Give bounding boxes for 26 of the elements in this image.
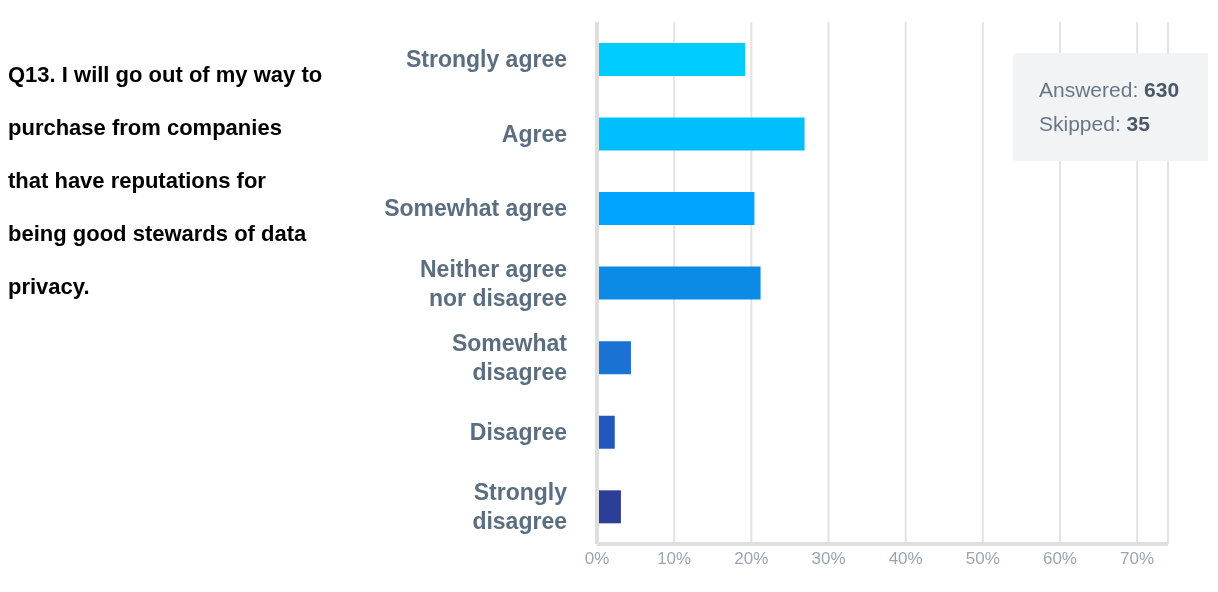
y-tick-label: Strongly agree (405, 46, 567, 73)
y-tick-label: Somewhat agree (384, 195, 567, 222)
y-tick-label: Neither agree nor disagree (419, 255, 567, 311)
y-tick-label: Agree (501, 120, 567, 147)
bar (597, 341, 631, 375)
bar (597, 490, 621, 524)
x-tick-label: 30% (811, 549, 846, 569)
bar (597, 42, 746, 76)
annotation: Answered: 630 (1039, 77, 1181, 103)
x-tick-label: 60% (1042, 549, 1077, 569)
x-tick-label: 40% (888, 549, 923, 569)
x-tick-label: 10% (657, 549, 692, 569)
bar (597, 266, 761, 300)
x-tick-label: 70% (1120, 549, 1155, 569)
x-tick-label: 20% (734, 549, 769, 569)
annotation: Skipped: 35 (1039, 111, 1151, 137)
bar (597, 117, 805, 151)
bar (597, 415, 615, 449)
y-tick-label: Disagree (469, 419, 567, 446)
bar (597, 192, 755, 226)
y-tick-label: Somewhat disagree (451, 330, 568, 386)
x-tick-label: 0% (584, 549, 610, 569)
x-tick-label: 50% (965, 549, 1000, 569)
chart-title: Q13. I will go out of my way to purchase from companies that have reputations for being good stewards of data privacy. (8, 62, 323, 299)
y-tick-label: Strongly disagree (472, 479, 568, 535)
info-card: Answered: 630 Skipped: 35 (1013, 53, 1208, 161)
